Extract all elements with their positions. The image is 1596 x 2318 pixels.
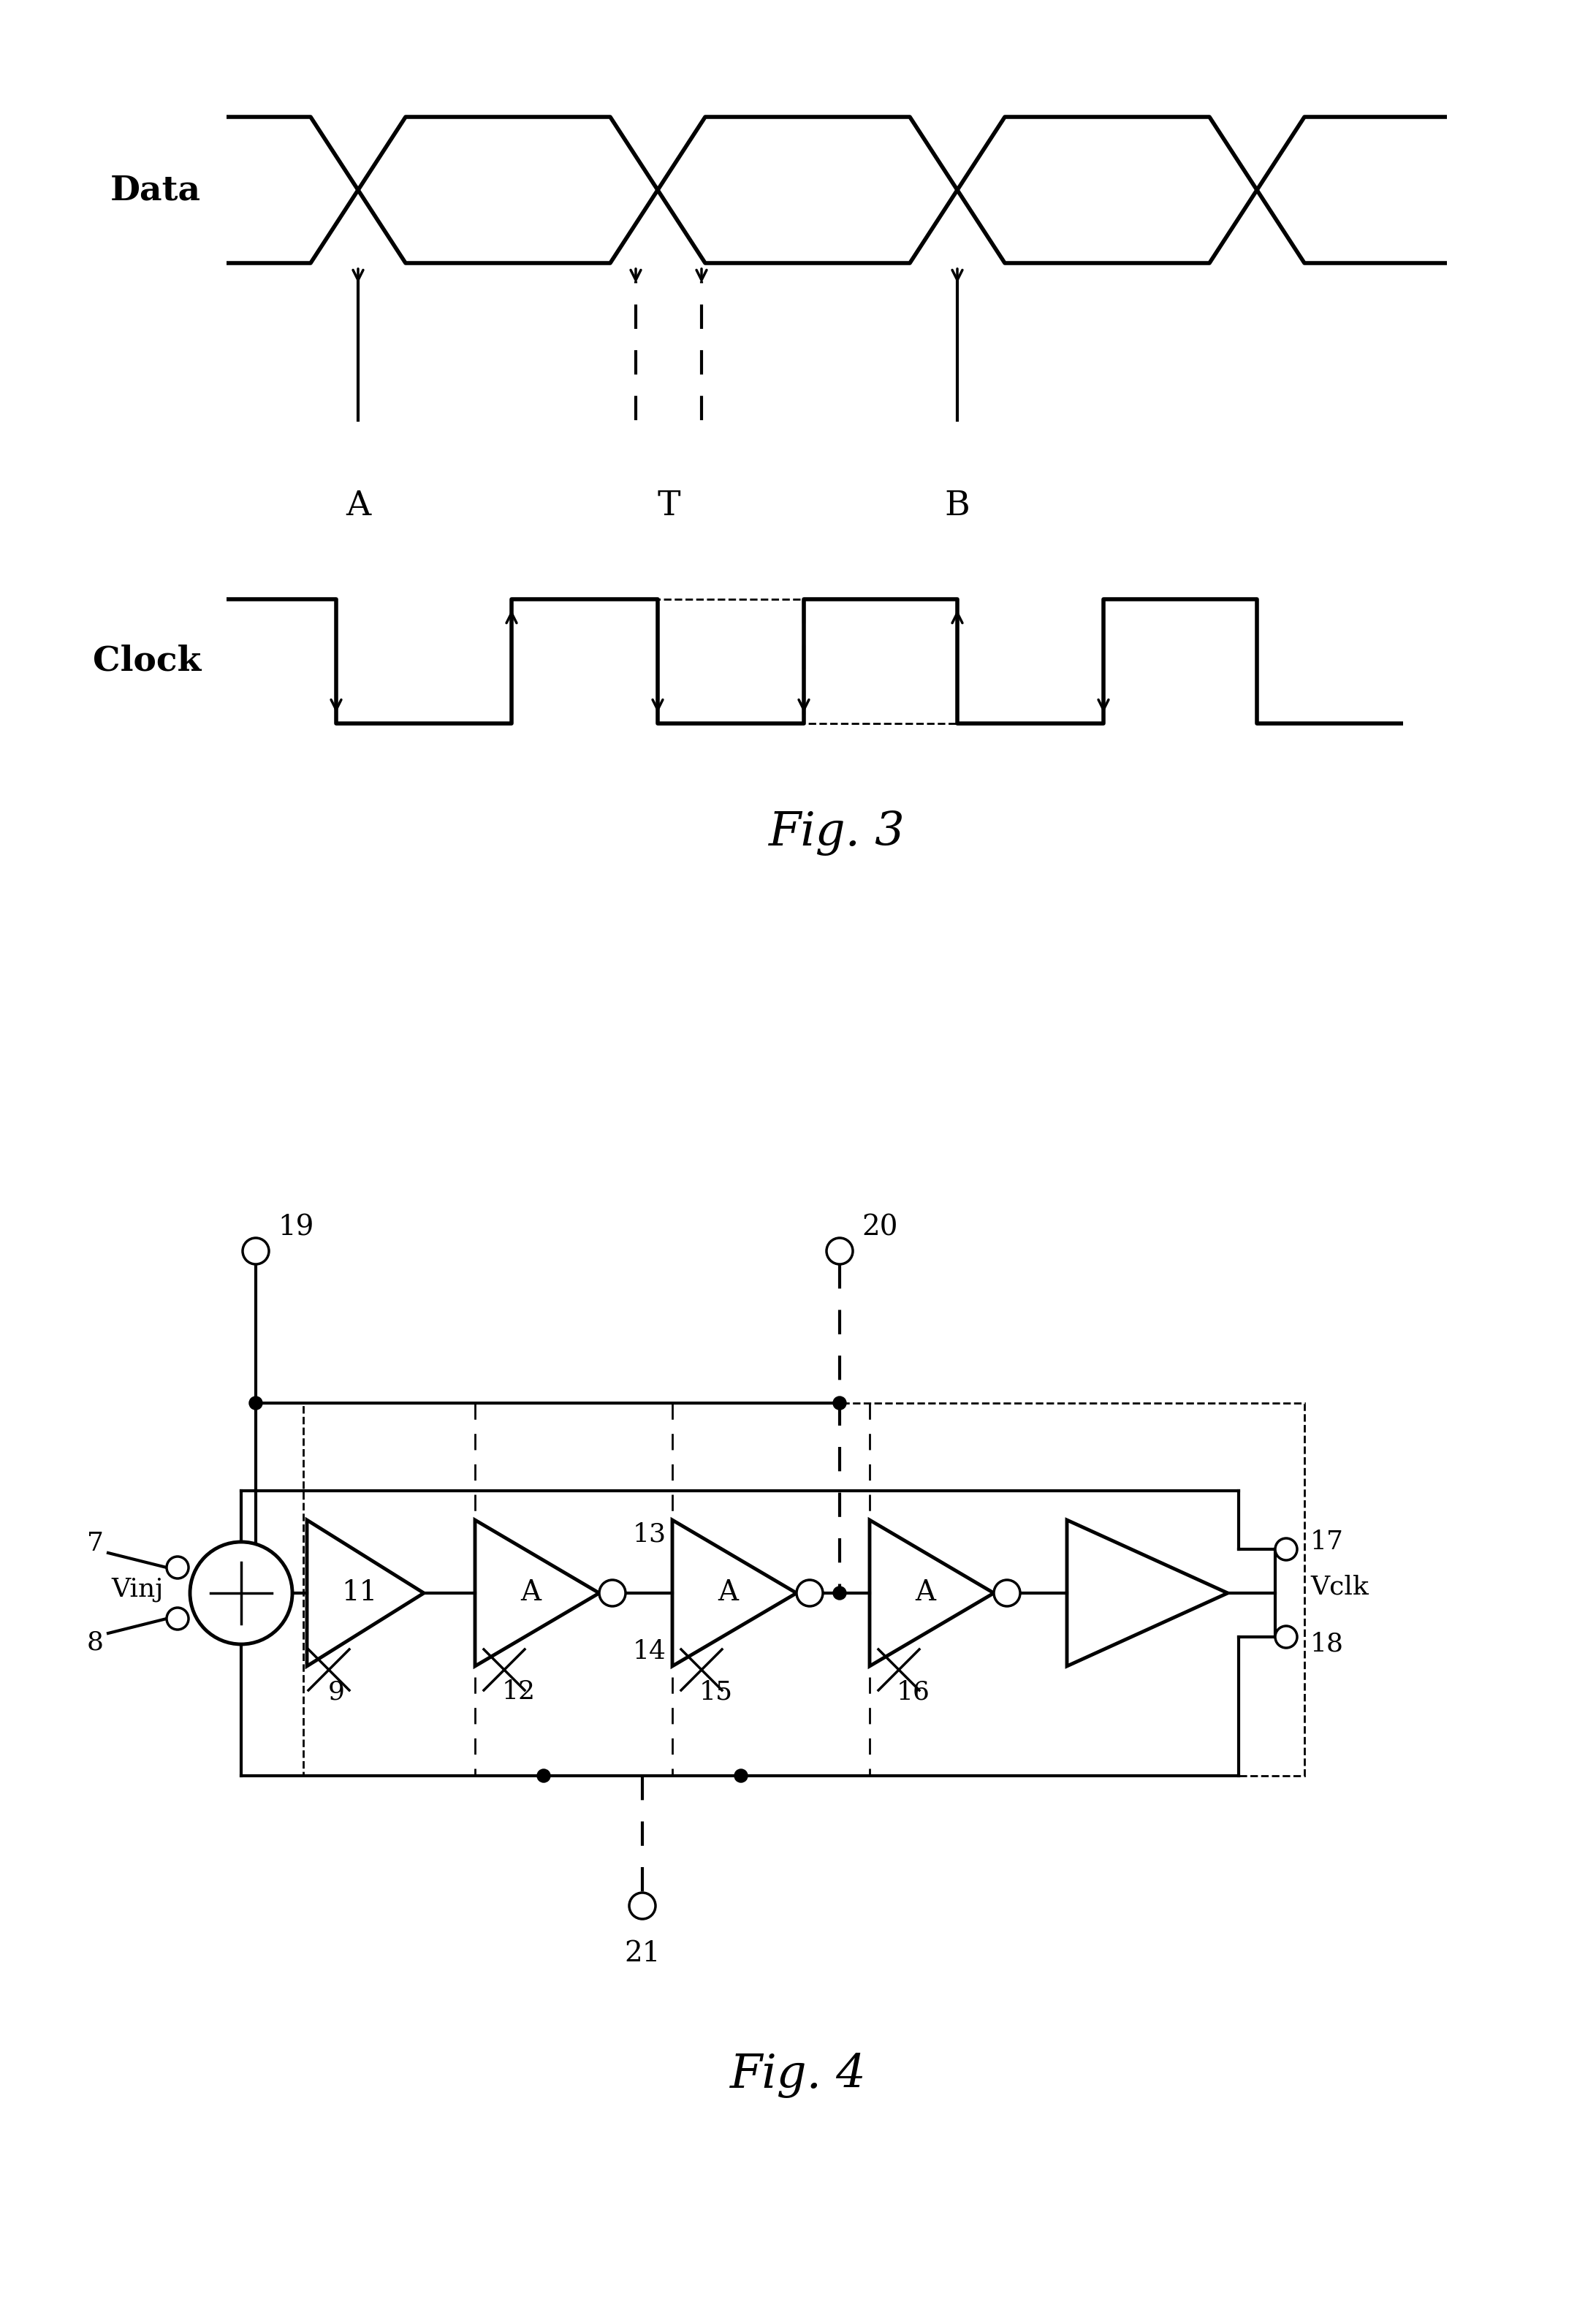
Circle shape [598, 1581, 626, 1606]
Circle shape [629, 1894, 656, 1919]
Circle shape [796, 1581, 824, 1606]
Text: 11: 11 [342, 1579, 378, 1606]
Text: T: T [658, 489, 680, 522]
Circle shape [166, 1609, 188, 1630]
Circle shape [1275, 1539, 1298, 1560]
Circle shape [166, 1558, 188, 1579]
Circle shape [538, 1769, 551, 1783]
Circle shape [249, 1395, 262, 1409]
Text: 20: 20 [862, 1215, 897, 1240]
Circle shape [734, 1769, 747, 1783]
Text: B: B [945, 489, 970, 522]
Text: Vclk: Vclk [1310, 1574, 1369, 1599]
Text: Fig. 4: Fig. 4 [729, 2054, 867, 2098]
Text: Clock: Clock [93, 644, 201, 679]
Circle shape [827, 1238, 852, 1263]
Text: Fig. 3: Fig. 3 [769, 811, 905, 855]
Text: 14: 14 [634, 1639, 667, 1664]
Circle shape [994, 1581, 1020, 1606]
Text: 18: 18 [1310, 1632, 1344, 1657]
Text: Vinj: Vinj [112, 1576, 163, 1602]
Text: 12: 12 [503, 1678, 536, 1704]
Text: 7: 7 [86, 1530, 104, 1555]
Text: A: A [520, 1579, 541, 1606]
Text: 13: 13 [634, 1523, 667, 1546]
Circle shape [243, 1238, 268, 1263]
Circle shape [833, 1395, 846, 1409]
Text: 21: 21 [624, 1940, 661, 1968]
Text: 15: 15 [699, 1678, 733, 1704]
Circle shape [1275, 1625, 1298, 1648]
Text: 8: 8 [86, 1630, 104, 1655]
Circle shape [190, 1541, 292, 1643]
Text: 9: 9 [327, 1678, 345, 1704]
Text: A: A [346, 489, 370, 522]
Text: 19: 19 [278, 1215, 314, 1240]
Text: 16: 16 [897, 1678, 930, 1704]
Text: A: A [915, 1579, 935, 1606]
Circle shape [833, 1586, 846, 1599]
Text: Data: Data [110, 174, 201, 206]
Text: A: A [718, 1579, 739, 1606]
Text: 17: 17 [1310, 1530, 1344, 1555]
